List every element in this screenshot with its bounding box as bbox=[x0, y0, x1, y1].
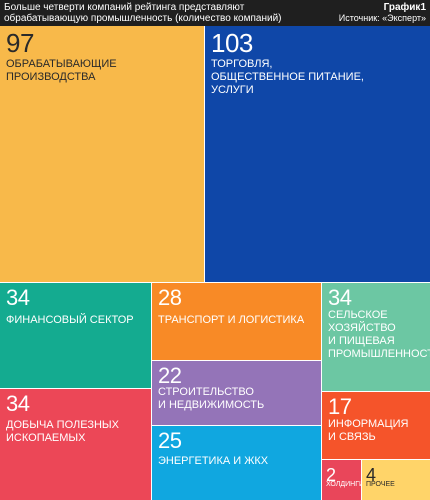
treemap-tile-mining: 34 ДОБЫЧА ПОЛЕЗНЫХ ИСКОПАЕМЫХ bbox=[0, 389, 152, 500]
tile-value: 103 bbox=[211, 28, 253, 58]
tile-label: ИНФОРМАЦИЯ И СВЯЗЬ bbox=[328, 418, 409, 443]
treemap-tile-manufacturing: 97 ОБРАБАТЫВАЮЩИЕ ПРОИЗВОДСТВА bbox=[0, 26, 205, 283]
treemap-tile-finance: 34 ФИНАНСОВЫЙ СЕКТОР bbox=[0, 283, 152, 389]
treemap-tile-agriculture: 34 СЕЛЬСКОЕ ХОЗЯЙСТВО И ПИЩЕВАЯ ПРОМЫШЛЕН… bbox=[322, 283, 430, 392]
tile-label: ДОБЫЧА ПОЛЕЗНЫХ ИСКОПАЕМЫХ bbox=[6, 419, 120, 444]
treemap-tile-other: 4 ПРОЧЕЕ bbox=[362, 460, 430, 500]
treemap-tile-it: 17 ИНФОРМАЦИЯ И СВЯЗЬ bbox=[322, 392, 430, 460]
chart-source: Источник: «Эксперт» bbox=[338, 13, 426, 23]
chart-header: Больше четверти компаний рейтинга предст… bbox=[0, 0, 430, 26]
tile-label: ЭНЕРГЕТИКА И ЖКХ bbox=[158, 455, 269, 467]
tile-value: 4 bbox=[366, 465, 376, 485]
treemap-tile-energy: 25 ЭНЕРГЕТИКА И ЖКХ bbox=[152, 426, 322, 500]
treemap-tile-transport: 28 ТРАНСПОРТ И ЛОГИСТИКА bbox=[152, 283, 322, 361]
tile-label: ХОЛДИНГИ bbox=[326, 481, 362, 488]
tile-value: 97 bbox=[6, 28, 34, 58]
tile-label: ТОРГОВЛЯ, ОБЩЕСТВЕННОЕ ПИТАНИЕ, УСЛУГИ bbox=[211, 58, 364, 96]
tile-value: 28 bbox=[158, 285, 182, 310]
tile-label: ОБРАБАТЫВАЮЩИЕ ПРОИЗВОДСТВА bbox=[6, 58, 117, 83]
treemap-tile-trade: 103 ТОРГОВЛЯ, ОБЩЕСТВЕННОЕ ПИТАНИЕ, УСЛУГ… bbox=[205, 26, 430, 283]
tile-label: ТРАНСПОРТ И ЛОГИСТИКА bbox=[158, 314, 305, 326]
tile-value: 25 bbox=[158, 428, 182, 453]
chart-title: Больше четверти компаний рейтинга предст… bbox=[4, 2, 282, 24]
tile-value: 34 bbox=[6, 285, 30, 310]
chart-meta: График1 Источник: «Эксперт» bbox=[339, 2, 426, 24]
treemap-tile-holdings: 2 ХОЛДИНГИ bbox=[322, 460, 362, 500]
tile-value: 22 bbox=[158, 363, 182, 388]
chart-number: График1 bbox=[383, 2, 426, 13]
tile-value: 34 bbox=[328, 285, 352, 310]
tile-label: ФИНАНСОВЫЙ СЕКТОР bbox=[6, 314, 134, 326]
tile-value: 34 bbox=[6, 391, 30, 416]
tile-label: СЕЛЬСКОЕ ХОЗЯЙСТВО И ПИЩЕВАЯ ПРОМЫШЛЕННО… bbox=[328, 309, 430, 360]
tile-label: ПРОЧЕЕ bbox=[366, 481, 395, 488]
treemap-tile-construction: 22 СТРОИТЕЛЬСТВО И НЕДВИЖИМОСТЬ bbox=[152, 361, 322, 426]
tile-value: 17 bbox=[328, 394, 352, 419]
tile-label: СТРОИТЕЛЬСТВО И НЕДВИЖИМОСТЬ bbox=[158, 386, 265, 411]
tile-value: 2 bbox=[326, 465, 336, 485]
